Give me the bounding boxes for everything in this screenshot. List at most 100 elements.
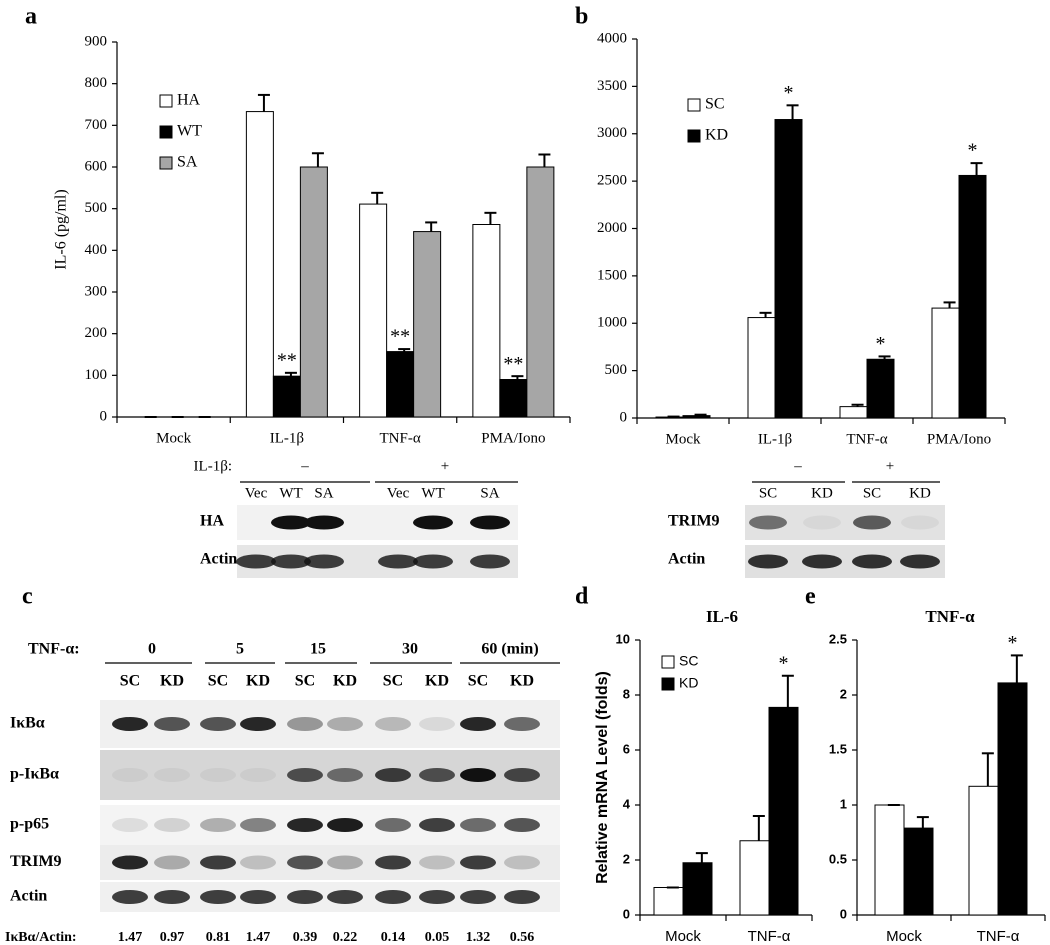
significance-label: * [784, 82, 794, 104]
blot-band [378, 554, 418, 569]
error-bar [878, 355, 891, 360]
legend-swatch [687, 129, 701, 143]
bar [359, 203, 388, 418]
y-tick-label: 0 [623, 906, 630, 921]
chart-title: IL-6 [706, 607, 738, 626]
x-tick-label: TNF-α [748, 928, 791, 945]
blot-band [112, 768, 148, 782]
legend-label: KD [705, 127, 728, 144]
blot-band [375, 768, 411, 782]
error-bar [759, 311, 772, 318]
legend-label: KD [679, 675, 698, 691]
blot-band [154, 717, 190, 731]
panel-label: e [805, 584, 816, 610]
blot-band [236, 554, 276, 569]
blot-band [460, 855, 496, 870]
error-bar [398, 348, 411, 352]
blot-band [470, 515, 510, 530]
blot-band [154, 768, 190, 782]
blot-text: KD [160, 673, 184, 690]
x-tick-label: Mock [886, 928, 922, 945]
blot-band [112, 818, 148, 832]
bar [682, 862, 713, 916]
y-tick-label: 2 [623, 851, 630, 866]
blot-band [271, 515, 311, 530]
panel-label: c [22, 584, 33, 610]
bar [747, 317, 776, 419]
blot-text: WT [279, 485, 302, 501]
blot-band [240, 768, 276, 782]
blot-band [853, 515, 891, 530]
bar [299, 166, 328, 418]
y-tick-label: 8 [623, 686, 630, 701]
blot-text: SC [383, 673, 403, 690]
blot-text: WT [421, 485, 444, 501]
blot-band [287, 818, 323, 832]
bar [739, 840, 770, 916]
blot-text: KD [425, 673, 449, 690]
blot-text: SC [863, 485, 881, 501]
blot-band [154, 818, 190, 832]
blot-band [419, 818, 455, 832]
blot-band [200, 818, 236, 832]
panel-label: a [25, 4, 37, 30]
y-tick-label: 500 [85, 200, 108, 216]
y-tick-label: 2 [840, 686, 847, 701]
blot-text: IκBα [10, 715, 45, 732]
y-tick-label: 900 [85, 33, 108, 49]
blot-text: SC [295, 673, 315, 690]
legend-swatch [159, 125, 173, 139]
blot-text: SC [468, 673, 488, 690]
y-tick-label: 0 [100, 408, 108, 424]
blot-text: 0.22 [333, 930, 358, 945]
blot-text: SC [759, 485, 777, 501]
blot-band [375, 818, 411, 832]
blot-band [154, 890, 190, 904]
blot-text: 60 (min) [481, 641, 538, 658]
blot-band [112, 855, 148, 870]
y-tick-label: 200 [85, 325, 108, 341]
blot-text: HA [200, 513, 224, 530]
blot-text: + [441, 458, 449, 474]
bar [472, 224, 501, 418]
blot-band [460, 890, 496, 904]
blot-band [112, 717, 148, 731]
blot-band [240, 717, 276, 731]
blot-text: p-IκBα [10, 766, 59, 783]
legend-label: SA [177, 154, 198, 171]
bar [245, 111, 274, 418]
blot-band [200, 768, 236, 782]
blot-band [327, 818, 363, 832]
bar [997, 682, 1028, 916]
error-bar [425, 221, 438, 232]
blot-band [852, 554, 892, 569]
blot-band [802, 554, 842, 569]
blot-text: TRIM9 [10, 853, 62, 870]
bar [653, 887, 684, 916]
y-tick-label: 700 [85, 117, 108, 133]
significance-label: * [968, 140, 978, 162]
y-tick-label: 1 [840, 796, 847, 811]
y-tick-label: 100 [85, 367, 108, 383]
y-tick-label: 1000 [597, 315, 627, 331]
significance-label: * [1008, 632, 1018, 654]
blot-text: p-p65 [10, 816, 49, 833]
error-bar [257, 93, 270, 112]
blot-band [419, 855, 455, 870]
blot-text: IL-1β: [194, 458, 232, 474]
significance-label: ** [503, 353, 523, 375]
error-bar [981, 752, 994, 787]
significance-label: * [876, 333, 886, 355]
y-tick-label: 6 [623, 741, 630, 756]
blot-band [200, 890, 236, 904]
blot-text: TNF-α: [28, 641, 80, 658]
blot-band [504, 768, 540, 782]
blot-text: 5 [236, 641, 244, 658]
y-tick-label: 400 [85, 242, 108, 258]
bar [682, 415, 711, 419]
bar [774, 119, 803, 419]
y-tick-label: 600 [85, 158, 108, 174]
blot-band [419, 768, 455, 782]
